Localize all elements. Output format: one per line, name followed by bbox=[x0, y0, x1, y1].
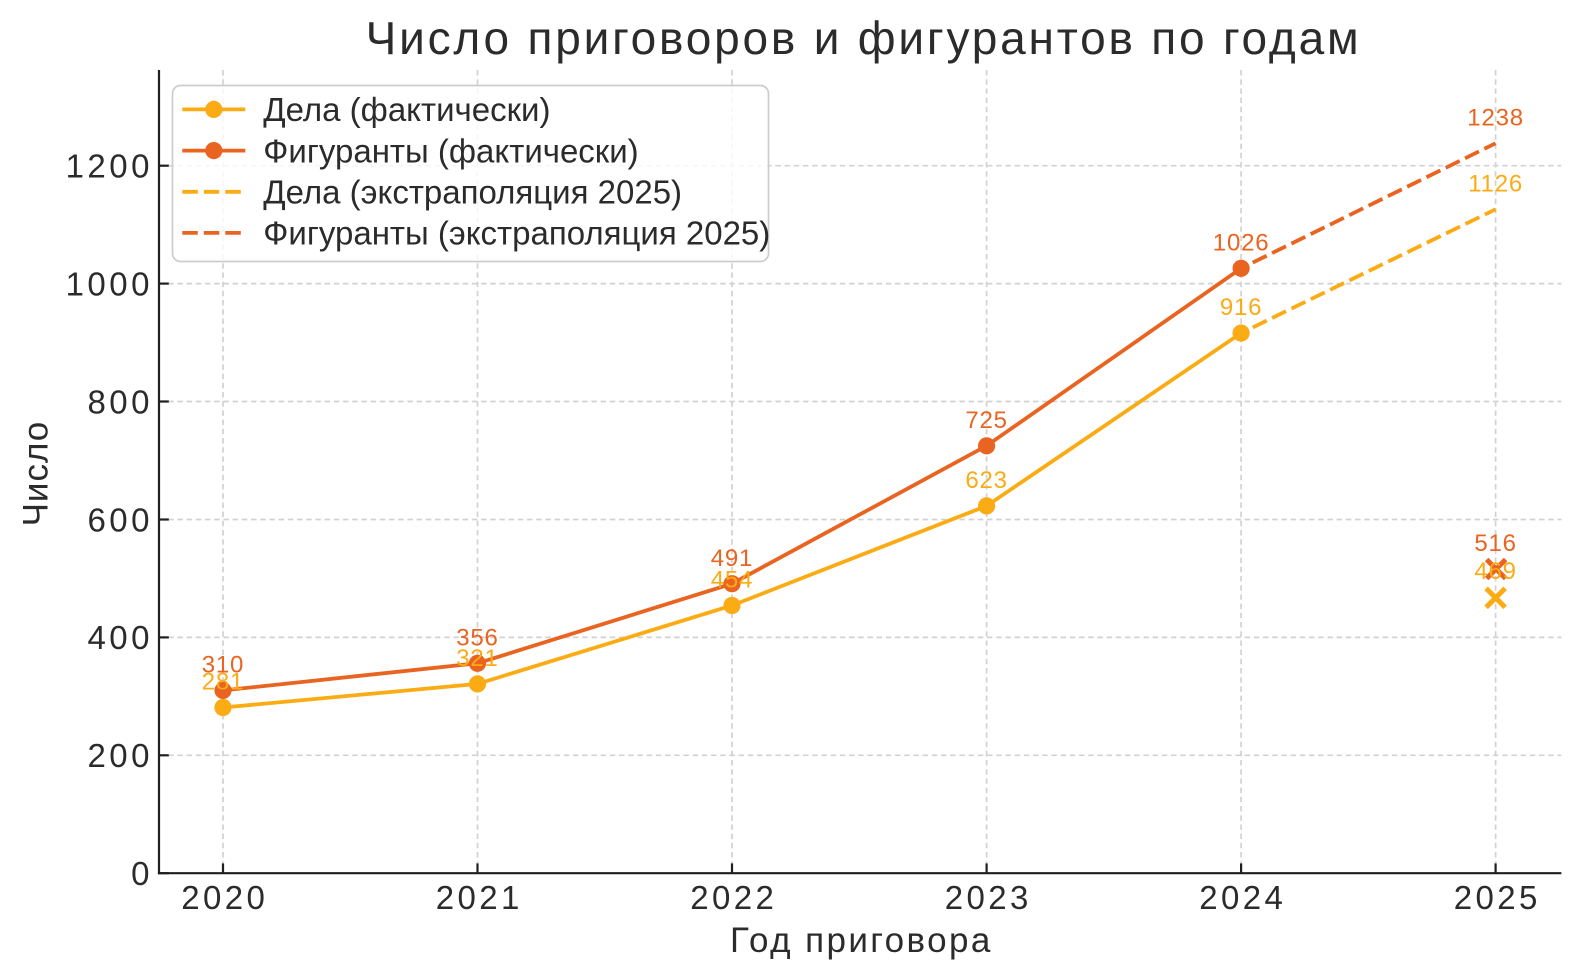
svg-text:600: 600 bbox=[87, 501, 153, 538]
svg-text:1200: 1200 bbox=[66, 148, 153, 185]
svg-text:2024: 2024 bbox=[1199, 879, 1286, 916]
svg-text:2023: 2023 bbox=[945, 879, 1032, 916]
svg-text:516: 516 bbox=[1474, 530, 1516, 557]
svg-text:Фигуранты (экстраполяция 2025): Фигуранты (экстраполяция 2025) bbox=[263, 215, 770, 252]
svg-text:725: 725 bbox=[965, 407, 1007, 434]
svg-text:321: 321 bbox=[456, 645, 498, 672]
svg-text:800: 800 bbox=[87, 383, 153, 420]
svg-text:Число: Число bbox=[17, 421, 56, 527]
svg-text:2022: 2022 bbox=[690, 879, 777, 916]
svg-text:Дела (фактически): Дела (фактически) bbox=[263, 91, 550, 128]
svg-text:469: 469 bbox=[1474, 558, 1516, 585]
svg-text:356: 356 bbox=[456, 624, 498, 651]
svg-text:491: 491 bbox=[711, 545, 753, 572]
svg-text:2025: 2025 bbox=[1454, 879, 1541, 916]
svg-text:2021: 2021 bbox=[436, 879, 523, 916]
svg-text:Фигуранты (фактически): Фигуранты (фактически) bbox=[263, 132, 638, 169]
svg-text:Число приговоров и фигурантов: Число приговоров и фигурантов по годам bbox=[366, 12, 1362, 64]
svg-text:454: 454 bbox=[711, 567, 753, 594]
svg-text:400: 400 bbox=[87, 619, 153, 656]
svg-text:1000: 1000 bbox=[66, 265, 153, 302]
svg-text:281: 281 bbox=[202, 669, 244, 696]
svg-text:1238: 1238 bbox=[1467, 104, 1524, 131]
svg-text:1126: 1126 bbox=[1468, 170, 1523, 197]
svg-text:2020: 2020 bbox=[181, 879, 268, 916]
svg-text:916: 916 bbox=[1220, 294, 1262, 321]
svg-text:623: 623 bbox=[965, 467, 1007, 494]
svg-text:Дела (экстраполяция 2025): Дела (экстраполяция 2025) bbox=[263, 174, 682, 211]
svg-text:310: 310 bbox=[202, 652, 244, 679]
svg-text:200: 200 bbox=[87, 737, 153, 774]
svg-text:Год приговора: Год приговора bbox=[730, 921, 993, 960]
svg-text:1026: 1026 bbox=[1213, 229, 1270, 256]
svg-text:0: 0 bbox=[131, 855, 153, 892]
